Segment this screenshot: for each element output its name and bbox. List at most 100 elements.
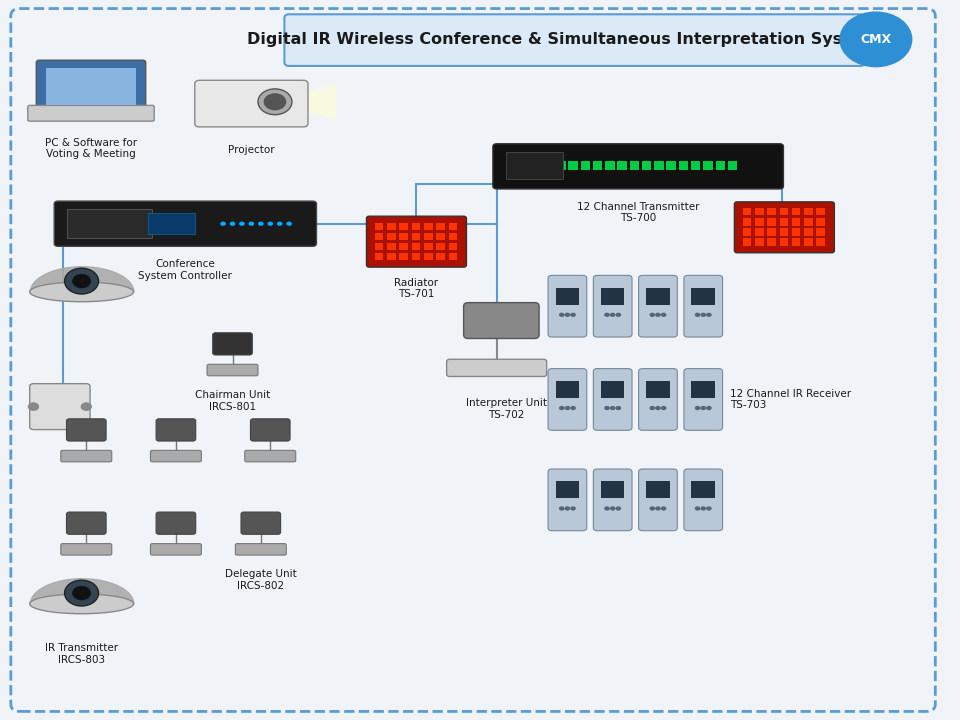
- Circle shape: [650, 506, 655, 510]
- Bar: [804, 208, 813, 215]
- Bar: [448, 253, 457, 260]
- Bar: [691, 481, 715, 498]
- Bar: [792, 218, 801, 225]
- Bar: [756, 238, 763, 246]
- FancyBboxPatch shape: [593, 469, 632, 531]
- Circle shape: [660, 406, 666, 410]
- Bar: [767, 228, 776, 235]
- Bar: [728, 161, 737, 170]
- Bar: [424, 222, 433, 230]
- FancyBboxPatch shape: [367, 216, 467, 267]
- Bar: [756, 208, 763, 215]
- Bar: [630, 161, 639, 170]
- FancyBboxPatch shape: [251, 419, 290, 441]
- FancyBboxPatch shape: [734, 202, 834, 253]
- FancyBboxPatch shape: [195, 81, 308, 127]
- Text: Radiator
TS-701: Radiator TS-701: [395, 278, 439, 300]
- Bar: [743, 228, 752, 235]
- FancyBboxPatch shape: [207, 364, 258, 376]
- Circle shape: [268, 222, 273, 226]
- Circle shape: [615, 312, 621, 317]
- Bar: [756, 228, 763, 235]
- Bar: [601, 287, 624, 305]
- Bar: [756, 218, 763, 225]
- Bar: [556, 481, 579, 498]
- Circle shape: [229, 222, 235, 226]
- Ellipse shape: [30, 282, 133, 302]
- Circle shape: [249, 222, 254, 226]
- Circle shape: [28, 402, 39, 411]
- FancyBboxPatch shape: [156, 419, 196, 441]
- Bar: [804, 218, 813, 225]
- Circle shape: [650, 312, 655, 317]
- Bar: [816, 218, 825, 225]
- Circle shape: [570, 506, 576, 510]
- Circle shape: [655, 312, 660, 317]
- Circle shape: [701, 506, 706, 510]
- Bar: [816, 208, 825, 215]
- Bar: [448, 222, 457, 230]
- Circle shape: [286, 222, 292, 226]
- Circle shape: [660, 312, 666, 317]
- Bar: [424, 233, 433, 240]
- Bar: [412, 243, 420, 250]
- Circle shape: [239, 222, 245, 226]
- Bar: [816, 238, 825, 246]
- FancyBboxPatch shape: [156, 512, 196, 534]
- Text: Digital IR Wireless Conference & Simultaneous Interpretation System: Digital IR Wireless Conference & Simulta…: [248, 32, 877, 47]
- Bar: [148, 213, 195, 235]
- Ellipse shape: [30, 594, 133, 613]
- Bar: [679, 161, 688, 170]
- Circle shape: [604, 312, 610, 317]
- FancyBboxPatch shape: [284, 14, 865, 66]
- Bar: [436, 243, 444, 250]
- Bar: [399, 253, 408, 260]
- FancyBboxPatch shape: [446, 359, 546, 377]
- Circle shape: [564, 406, 570, 410]
- Bar: [448, 243, 457, 250]
- Bar: [556, 287, 579, 305]
- FancyBboxPatch shape: [66, 419, 107, 441]
- Bar: [691, 287, 715, 305]
- Bar: [448, 233, 457, 240]
- Bar: [412, 253, 420, 260]
- FancyBboxPatch shape: [36, 60, 146, 111]
- Circle shape: [701, 406, 706, 410]
- Bar: [780, 208, 788, 215]
- FancyBboxPatch shape: [245, 451, 296, 462]
- Circle shape: [610, 312, 615, 317]
- Bar: [743, 208, 752, 215]
- Bar: [780, 218, 788, 225]
- Text: Chairman Unit
IRCS-801: Chairman Unit IRCS-801: [195, 390, 270, 412]
- Text: Conference
System Controller: Conference System Controller: [138, 259, 232, 281]
- Bar: [399, 233, 408, 240]
- FancyBboxPatch shape: [638, 469, 678, 531]
- Bar: [581, 161, 590, 170]
- Circle shape: [276, 222, 282, 226]
- Bar: [646, 381, 670, 398]
- Bar: [646, 481, 670, 498]
- Bar: [375, 222, 383, 230]
- Bar: [399, 243, 408, 250]
- FancyBboxPatch shape: [548, 275, 587, 337]
- Circle shape: [220, 222, 226, 226]
- Text: 12 Channel IR Receiver
TS-703: 12 Channel IR Receiver TS-703: [730, 389, 851, 410]
- Circle shape: [610, 506, 615, 510]
- Text: IR Transmitter
IRCS-803: IR Transmitter IRCS-803: [45, 643, 118, 665]
- Bar: [767, 238, 776, 246]
- Bar: [642, 161, 652, 170]
- Circle shape: [655, 406, 660, 410]
- FancyBboxPatch shape: [548, 369, 587, 431]
- Circle shape: [564, 312, 570, 317]
- FancyBboxPatch shape: [684, 369, 723, 431]
- Bar: [375, 233, 383, 240]
- Bar: [691, 161, 701, 170]
- FancyBboxPatch shape: [213, 333, 252, 355]
- Circle shape: [264, 93, 286, 110]
- Circle shape: [615, 506, 621, 510]
- Circle shape: [72, 586, 91, 600]
- Bar: [375, 243, 383, 250]
- Bar: [743, 238, 752, 246]
- Circle shape: [604, 406, 610, 410]
- FancyBboxPatch shape: [492, 144, 783, 189]
